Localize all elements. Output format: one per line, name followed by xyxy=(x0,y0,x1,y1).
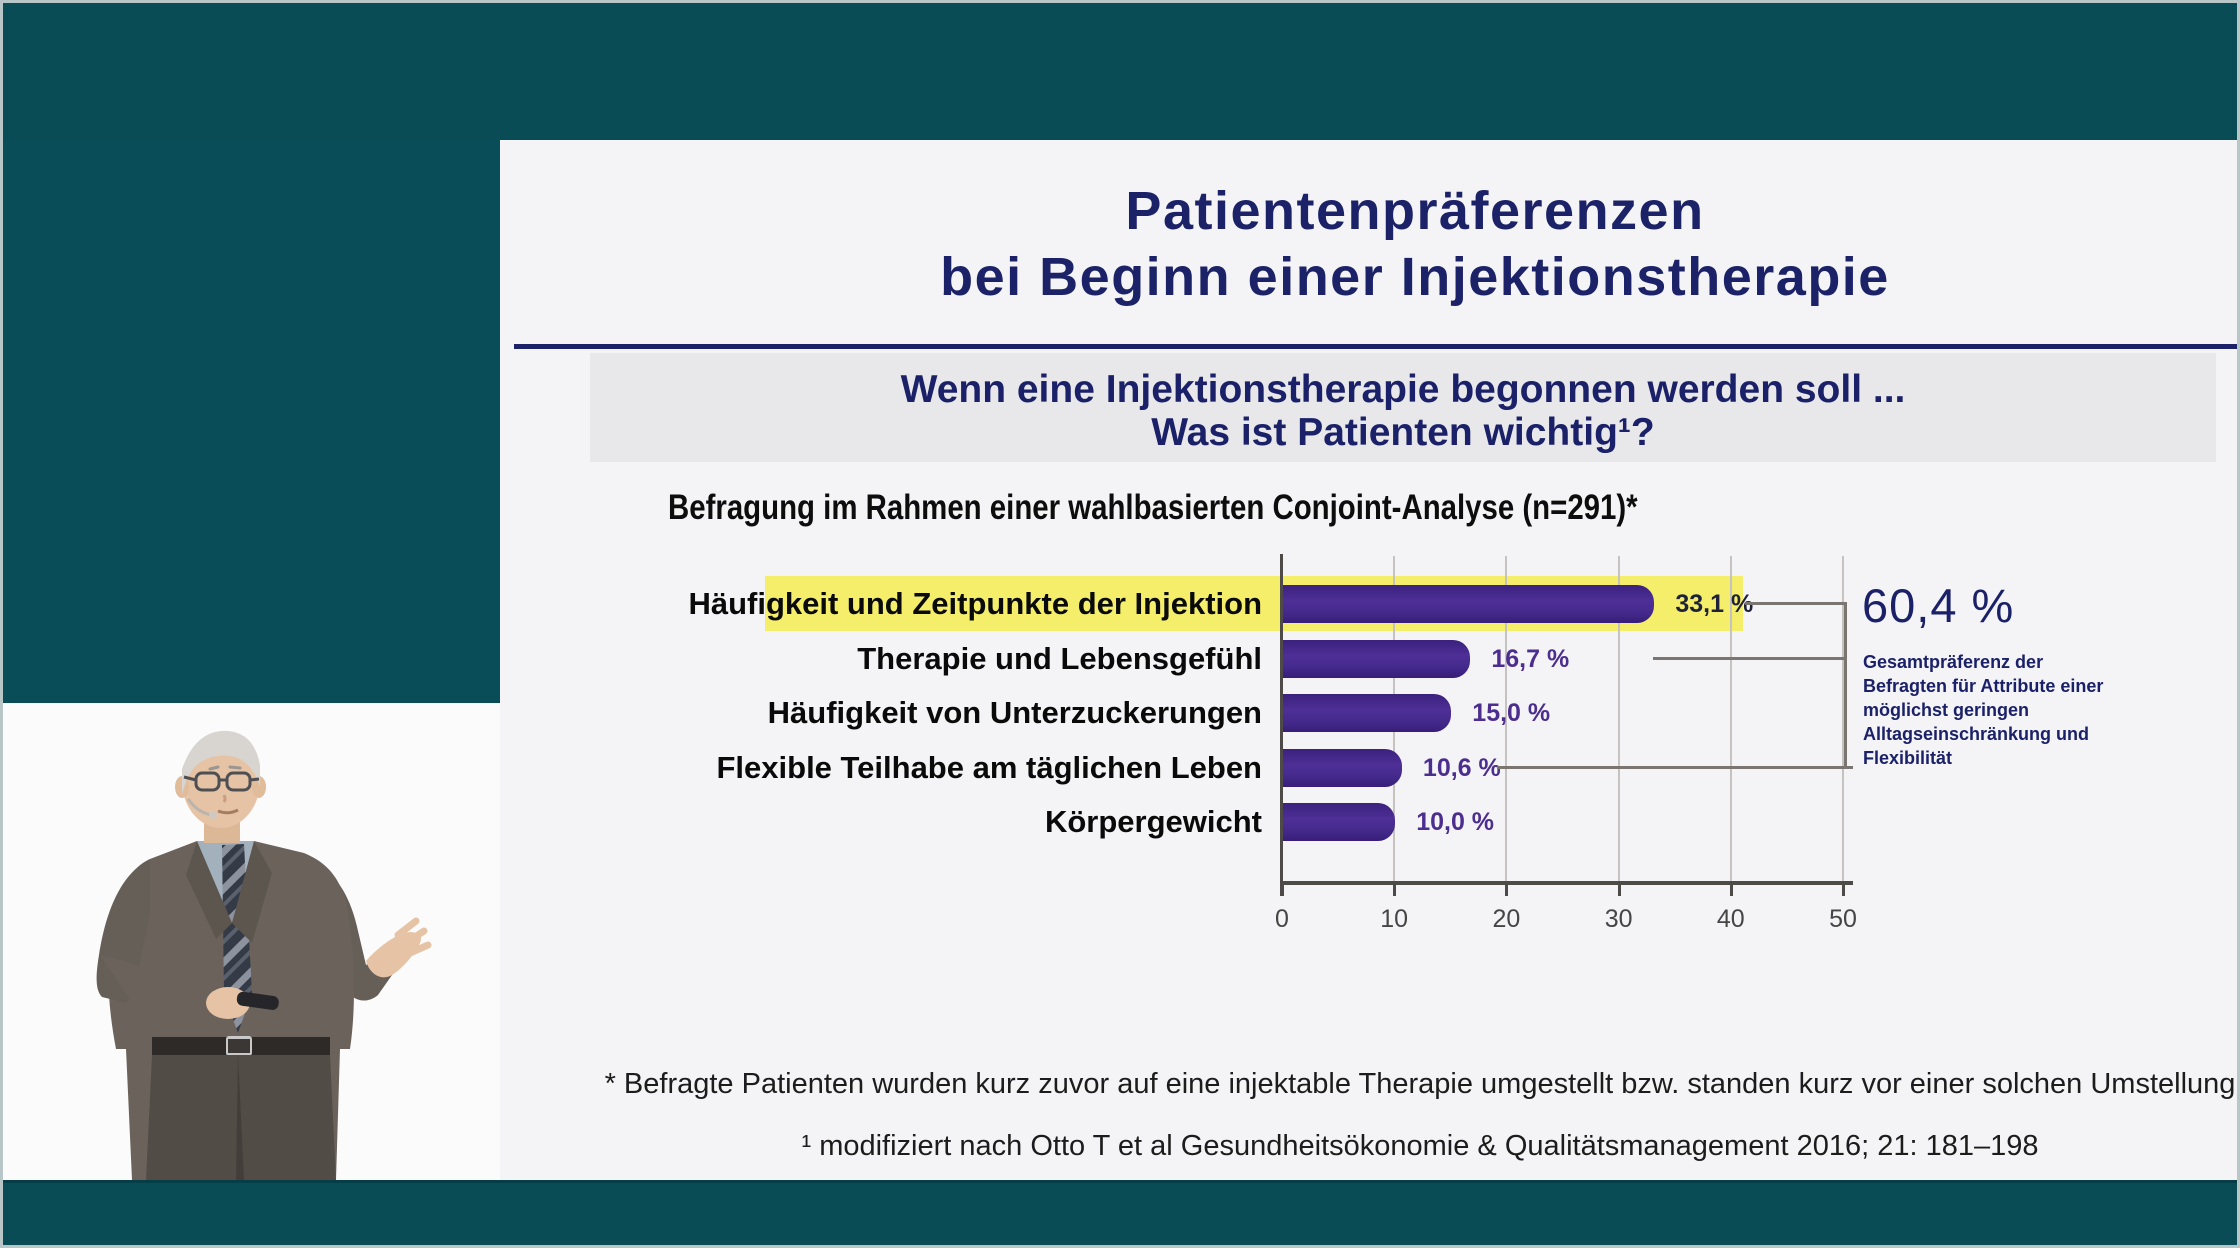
question-line1: Wenn eine Injektionstherapie begonnen we… xyxy=(900,368,1906,411)
bracket-vertical-line xyxy=(1844,602,1847,769)
slide-title-line2: bei Beginn einer Injektionstherapie xyxy=(940,247,1890,307)
axis-tick-label-10: 10 xyxy=(1380,905,1409,933)
presenter-hair xyxy=(182,730,260,795)
axis-tick-10 xyxy=(1393,883,1397,896)
axis-tick-label-20: 20 xyxy=(1492,905,1521,933)
gridline-20 xyxy=(1505,556,1508,881)
x-axis-line xyxy=(1280,881,1853,885)
category-label: Flexible Teilhabe am täglichen Leben xyxy=(716,749,1262,785)
value-label: 33,1 % xyxy=(1675,590,1754,618)
gridline-30 xyxy=(1617,556,1620,881)
axis-tick-30 xyxy=(1617,883,1621,896)
value-label: 16,7 % xyxy=(1491,644,1570,673)
axis-tick-20 xyxy=(1505,883,1509,896)
presenter-head xyxy=(175,730,266,843)
axis-tick-label-30: 30 xyxy=(1604,905,1633,933)
teal-band-top xyxy=(0,0,2240,140)
title-underline xyxy=(514,344,2240,349)
presenter-remote xyxy=(236,991,279,1010)
value-label: 10,0 % xyxy=(1416,808,1495,836)
category-label: Häufigkeit von Unterzuckerungen xyxy=(767,695,1262,730)
preference-bar xyxy=(1283,694,1452,732)
presenter-photo xyxy=(0,703,500,1180)
value-label: 15,0 % xyxy=(1472,699,1551,727)
footnote-reference: ¹ modifiziert nach Otto T et al Gesundhe… xyxy=(801,1130,2039,1162)
axis-tick-40 xyxy=(1729,883,1733,896)
slide-title: Patientenpräferenzen bei Beginn einer In… xyxy=(500,178,2240,310)
question-line2: Was ist Patienten wichtig¹? xyxy=(1151,411,1655,454)
axis-tick-label-50: 50 xyxy=(1829,905,1857,933)
category-label: Therapie und Lebensgefühl xyxy=(857,640,1262,676)
axis-tick-label-40: 40 xyxy=(1716,905,1745,933)
axis-tick-label-0: 0 xyxy=(1275,905,1289,933)
axis-tick-50 xyxy=(1842,883,1845,896)
presenter-glasses xyxy=(183,771,260,792)
footnote-star: * Befragte Patienten wurden kurz zuvor a… xyxy=(604,1068,2236,1100)
category-label: Körpergewicht xyxy=(1044,804,1262,839)
preference-bar-chart: 0 10 20 30 40 50 Häufigkeit und Zeitpunkte der… xyxy=(500,140,2240,1180)
survey-note: Befragung im Rahmen einer wahlbasierten … xyxy=(668,488,1638,527)
bracket-line-row-1 xyxy=(1653,656,1846,660)
preference-bar xyxy=(1283,748,1402,787)
bracket-line-row-3 xyxy=(1497,765,1853,769)
question-box: Wenn eine Injektionstherapie begonnen we… xyxy=(590,353,2216,462)
slide-title-line1: Patientenpräferenzen xyxy=(1125,181,1705,241)
teal-band-bottom xyxy=(0,1180,2240,1248)
teal-band-left xyxy=(0,140,500,703)
preference-bar xyxy=(1283,585,1655,623)
preference-bar xyxy=(1283,639,1471,678)
slide: Patientenpräferenzen bei Beginn einer In… xyxy=(500,140,2240,1180)
value-label: 10,6 % xyxy=(1422,753,1501,782)
total-preference-description: Gesamtpräferenz der Befragten für Attrib… xyxy=(1863,652,2104,768)
bracket-line-row-0 xyxy=(1745,602,1846,605)
total-preference-value: 60,4 % xyxy=(1862,579,2015,632)
presenter-figure xyxy=(96,730,432,1180)
preference-bar xyxy=(1283,803,1396,841)
y-axis-line xyxy=(1280,554,1283,896)
category-label: Häufigkeit und Zeitpunkte der Injektion xyxy=(688,586,1262,621)
gridline-50 xyxy=(1842,556,1844,881)
gridline-40 xyxy=(1729,556,1732,881)
presenter-forearm xyxy=(96,859,279,1019)
